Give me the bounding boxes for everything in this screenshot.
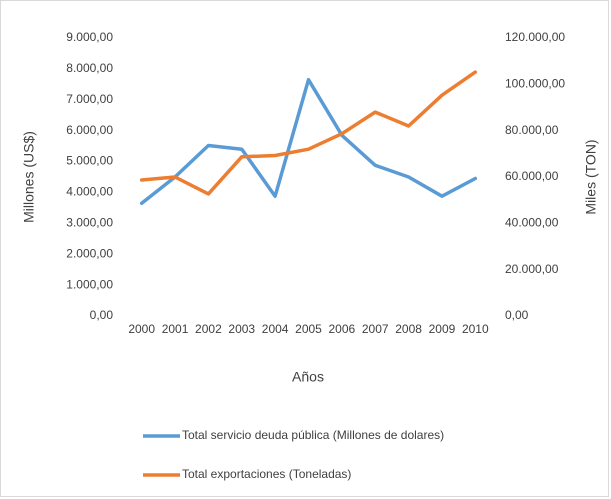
y-tick-label: 0,00 [90, 308, 114, 322]
y2-tick-label: 60.000,00 [505, 169, 559, 183]
y-axis-title: Millones (US$) [21, 131, 37, 223]
line-series [139, 70, 478, 196]
x-tick-label: 2000 [128, 322, 155, 336]
y2-axis-title: Miles (TON) [583, 139, 599, 214]
y-tick-label: 6.000,00 [66, 123, 113, 137]
y-tick-label: 8.000,00 [66, 61, 113, 75]
x-tick-label: 2010 [462, 322, 489, 336]
x-tick-label: 2001 [162, 322, 189, 336]
y-tick-label: 1.000,00 [66, 277, 113, 291]
y-tick-label: 9.000,00 [66, 30, 113, 44]
x-tick-label: 2007 [362, 322, 389, 336]
x-axis-title: Años [292, 369, 324, 385]
x-tick-label: 2008 [395, 322, 422, 336]
x-tick-label: 2003 [228, 322, 255, 336]
y-tick-label: 3.000,00 [66, 216, 113, 230]
y-tick-label: 4.000,00 [66, 185, 113, 199]
x-tick-label: 2002 [195, 322, 222, 336]
legend-label: Total servicio deuda pública (Millones d… [182, 428, 444, 442]
x-tick-label: 2009 [429, 322, 456, 336]
x-tick-label: 2004 [262, 322, 289, 336]
y2-tick-label: 20.000,00 [505, 262, 559, 276]
y-tick-label: 5.000,00 [66, 154, 113, 168]
y2-tick-label: 120.000,00 [505, 30, 565, 44]
y-tick-label: 2.000,00 [66, 246, 113, 260]
y2-tick-label: 40.000,00 [505, 216, 559, 230]
y2-tick-label: 0,00 [505, 308, 529, 322]
y-tick-label: 7.000,00 [66, 92, 113, 106]
x-tick-label: 2005 [295, 322, 322, 336]
x-tick-label: 2006 [329, 322, 356, 336]
line-series [139, 77, 478, 206]
legend-label: Total exportaciones (Toneladas) [182, 467, 351, 481]
y2-tick-label: 100.000,00 [505, 77, 565, 91]
y2-tick-label: 80.000,00 [505, 123, 559, 137]
